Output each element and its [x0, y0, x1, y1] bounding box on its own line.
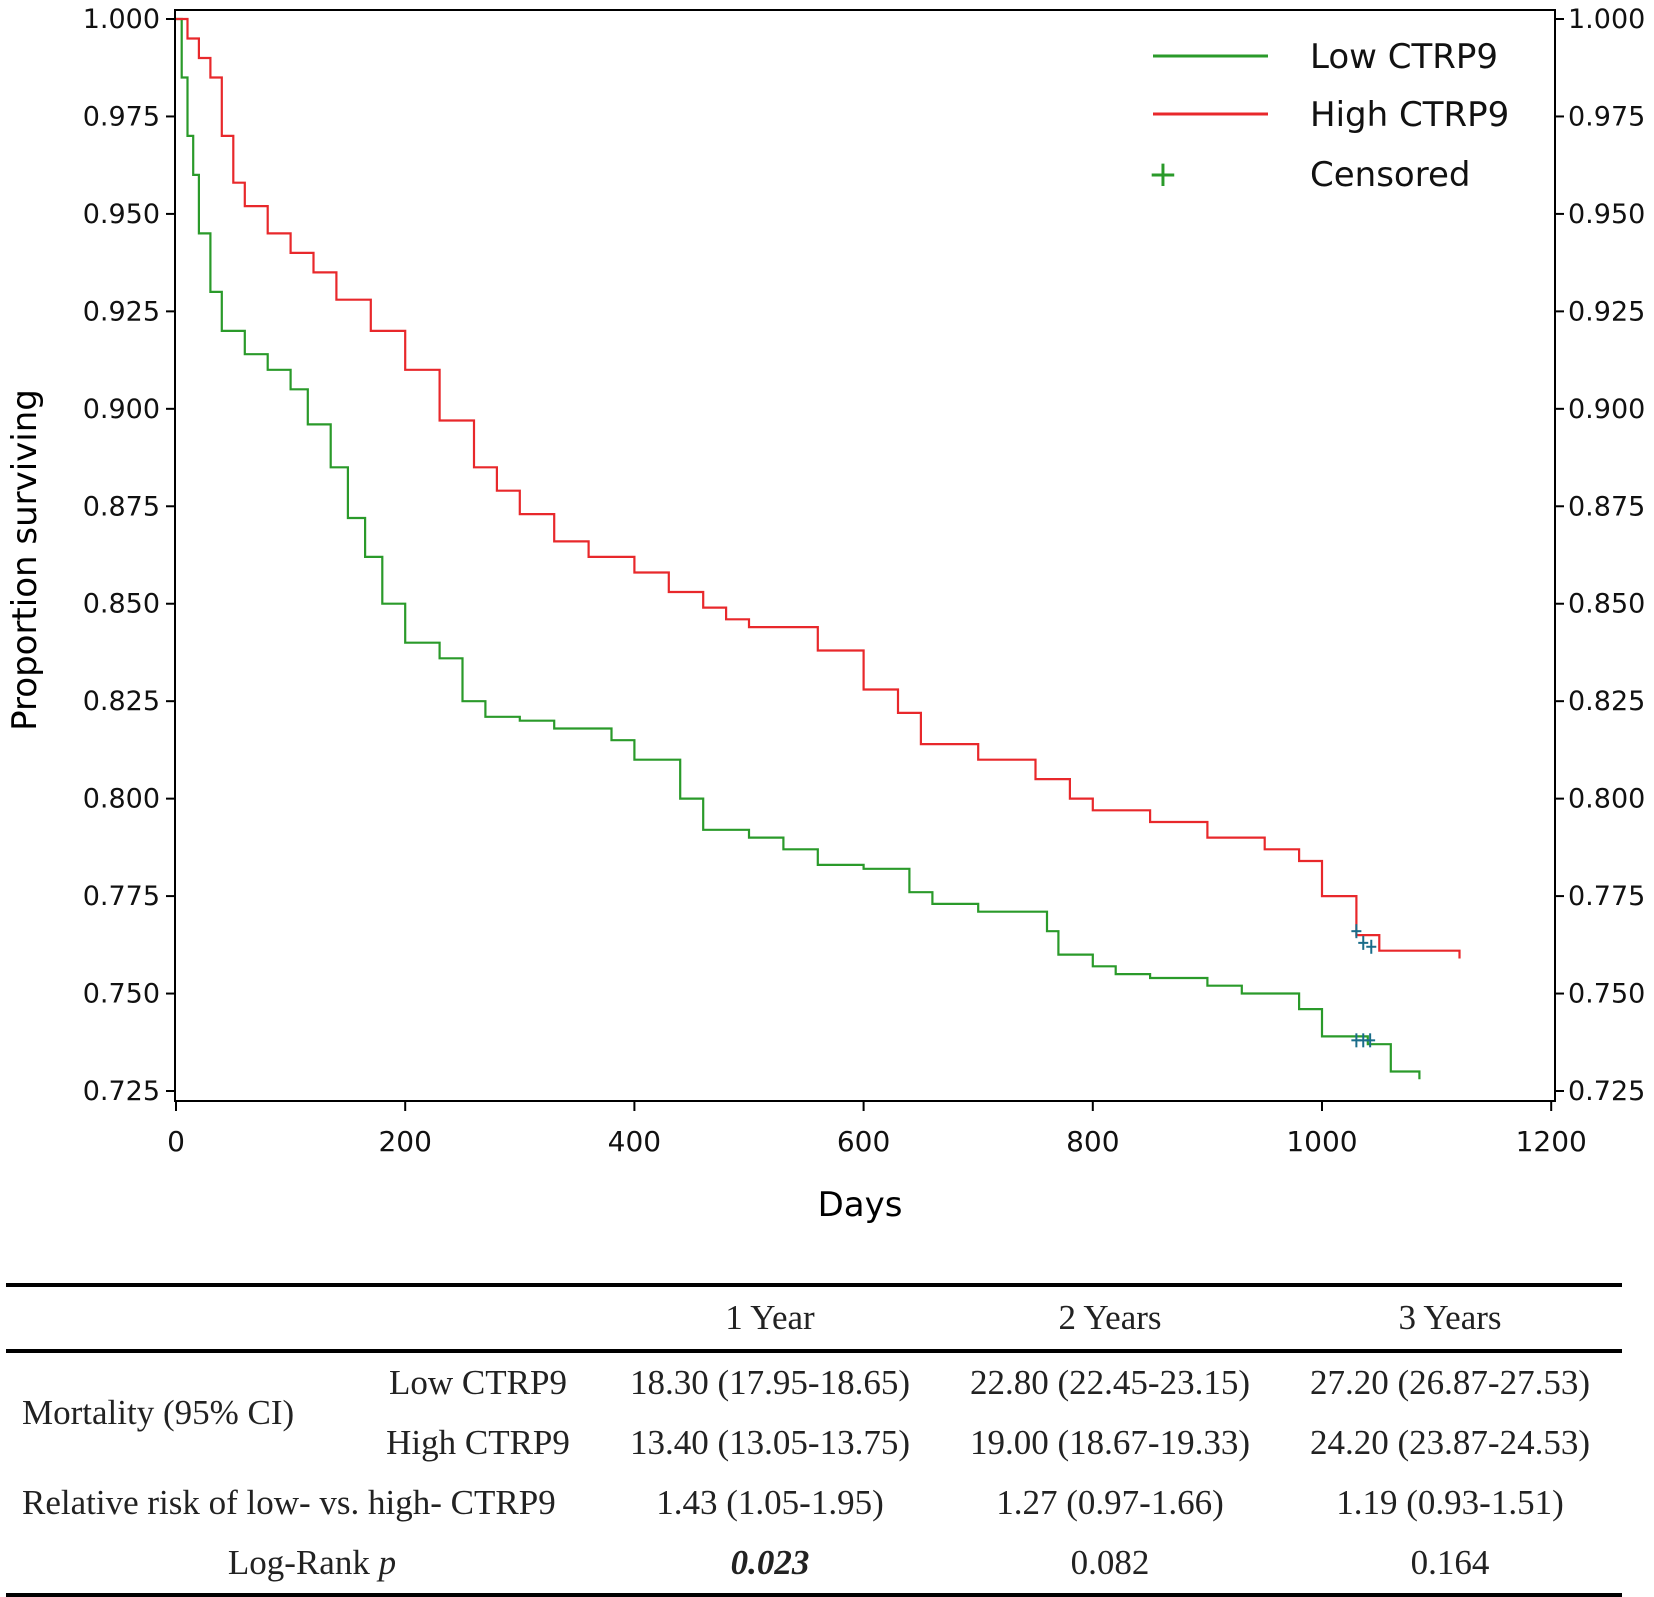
y-tick-label-right: 0.950: [1568, 199, 1645, 230]
y-tick-label-left: 0.775: [83, 881, 160, 912]
x-tick-label: 1200: [1516, 1125, 1587, 1158]
y-tick-label-right: 0.875: [1568, 491, 1645, 522]
logrank-p-symbol: p: [378, 1543, 397, 1582]
logrank-1y: 0.023: [730, 1543, 810, 1582]
y-tick-label-left: 0.850: [83, 589, 160, 620]
y-tick-label-left: 1.000: [83, 4, 160, 35]
y-tick-label-right: 0.925: [1568, 296, 1645, 327]
y-tick-label-right: 0.750: [1568, 979, 1645, 1010]
y-tick-label-left: 0.925: [83, 296, 160, 327]
x-tick-label: 600: [837, 1125, 890, 1158]
y-tick-label-left: 0.800: [83, 784, 160, 815]
x-tick-label: 400: [608, 1125, 661, 1158]
header-3-years: 3 Years: [1398, 1298, 1502, 1337]
y-tick-label-right: 1.000: [1568, 4, 1645, 35]
header-1-year: 1 Year: [725, 1298, 815, 1337]
mortality-label: Mortality (95% CI): [22, 1393, 295, 1432]
logrank-2y: 0.082: [1070, 1543, 1150, 1582]
high-3y: 24.20 (23.87-24.53): [1310, 1423, 1590, 1462]
logrank-label-cell: Log-Rank p: [6, 1533, 598, 1595]
high-1y: 13.40 (13.05-13.75): [630, 1423, 910, 1462]
rr-3y: 1.19 (0.93-1.51): [1336, 1483, 1564, 1522]
x-tick-label: 1000: [1286, 1125, 1357, 1158]
rr-2y: 1.27 (0.97-1.66): [996, 1483, 1224, 1522]
series-line-low-ctrp9: [176, 17, 1421, 1080]
table-row: High CTRP9 13.40 (13.05-13.75) 19.00 (18…: [6, 1413, 1622, 1473]
x-axis-label: Days: [818, 1185, 903, 1225]
survival-chart: 0.725 0.750 0.775 0.800 0.825 0.850 0.875 0.900…: [5, 4, 1645, 1225]
y-axis-label: Proportion surviving: [5, 389, 45, 731]
series-line-high-ctrp9: [176, 17, 1461, 959]
logrank-label: Log-Rank: [227, 1543, 370, 1582]
censored-mark: [1365, 1033, 1376, 1048]
table-row: Log-Rank p 0.023 0.082 0.164: [6, 1533, 1622, 1595]
header-2-years: 2 Years: [1058, 1298, 1162, 1337]
logrank-3y: 0.164: [1410, 1543, 1490, 1582]
table-header-row: 1 Year 2 Years 3 Years: [6, 1285, 1622, 1351]
y-tick-label-right: 0.775: [1568, 881, 1645, 912]
y-tick-label-right: 0.900: [1568, 394, 1645, 425]
y-tick-label-right: 0.975: [1568, 101, 1645, 132]
y-tick-label-left: 0.875: [83, 491, 160, 522]
y-tick-label-left: 0.975: [83, 101, 160, 132]
survival-curves: [176, 17, 1461, 1080]
x-tick-label: 0: [167, 1125, 185, 1158]
plot-frame: [174, 9, 1556, 1102]
low-1y: 18.30 (17.95-18.65): [630, 1363, 910, 1402]
legend-censored-marker: +: [1148, 154, 1178, 195]
censored-mark: [1358, 935, 1369, 950]
x-tick-label: 200: [378, 1125, 431, 1158]
legend-label-censored: Censored: [1310, 155, 1470, 195]
mortality-table: 1 Year 2 Years 3 Years Mortality (95% CI…: [6, 1283, 1622, 1597]
y-tick-label-right: 0.800: [1568, 784, 1645, 815]
legend: Low CTRP9 High CTRP9 + Censored: [1148, 37, 1509, 195]
x-axis: 0 200 400 600 800 1000 1200: [167, 1101, 1587, 1158]
y-tick-label-right: 0.825: [1568, 686, 1645, 717]
table-row: Mortality (95% CI) Low CTRP9 18.30 (17.9…: [6, 1351, 1622, 1432]
legend-label-high: High CTRP9: [1310, 95, 1509, 135]
censored-mark: [1351, 924, 1362, 939]
header-blank-1: [6, 1285, 358, 1351]
y-axis-right: 0.725 0.750 0.775 0.800 0.825 0.850 0.875 0.900…: [1555, 4, 1645, 1107]
header-blank-2: [358, 1285, 598, 1351]
y-tick-label-left: 0.725: [83, 1076, 160, 1107]
y-tick-label-left: 0.950: [83, 199, 160, 230]
rr-1y: 1.43 (1.05-1.95): [656, 1483, 884, 1522]
legend-label-low: Low CTRP9: [1310, 37, 1498, 77]
y-tick-label-left: 0.750: [83, 979, 160, 1010]
y-axis-left: 0.725 0.750 0.775 0.800 0.825 0.850 0.875 0.900…: [83, 4, 175, 1107]
y-tick-label-left: 0.825: [83, 686, 160, 717]
row-group-high: High CTRP9: [386, 1423, 570, 1462]
low-3y: 27.20 (26.87-27.53): [1310, 1363, 1590, 1402]
table-row: Relative risk of low- vs. high- CTRP9 1.…: [6, 1473, 1622, 1533]
rr-label: Relative risk of low- vs. high- CTRP9: [22, 1483, 556, 1522]
high-2y: 19.00 (18.67-19.33): [970, 1423, 1250, 1462]
row-group-low: Low CTRP9: [389, 1363, 567, 1402]
y-tick-label-right: 0.725: [1568, 1076, 1645, 1107]
y-tick-label-right: 0.850: [1568, 589, 1645, 620]
y-tick-label-left: 0.900: [83, 394, 160, 425]
censored-mark: [1366, 939, 1377, 954]
x-tick-label: 800: [1066, 1125, 1119, 1158]
low-2y: 22.80 (22.45-23.15): [970, 1363, 1250, 1402]
